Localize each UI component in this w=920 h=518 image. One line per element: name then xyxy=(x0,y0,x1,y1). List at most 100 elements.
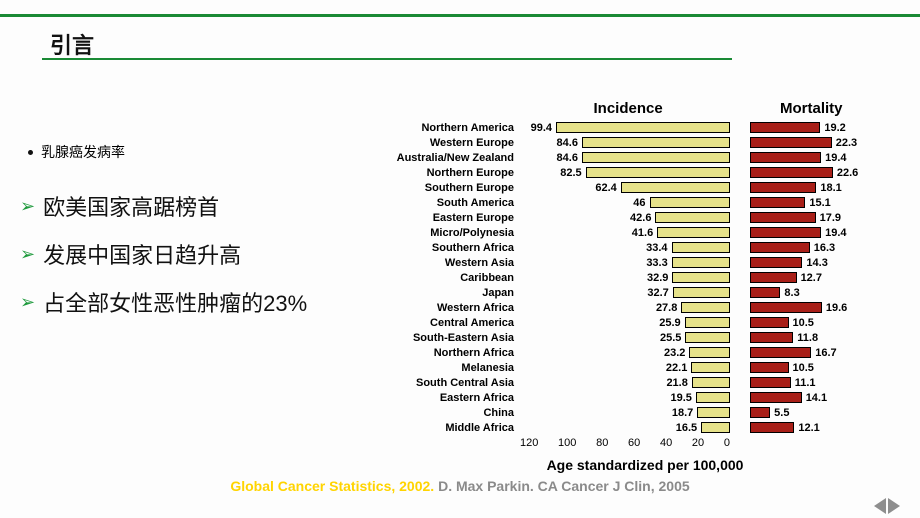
incidence-value: 25.5 xyxy=(660,332,681,344)
incidence-value: 84.6 xyxy=(557,152,578,164)
mortality-value: 8.3 xyxy=(784,287,799,299)
incidence-bar xyxy=(655,212,730,223)
chart-row-label: Eastern Europe xyxy=(380,212,520,224)
chart-row-label: Western Asia xyxy=(380,257,520,269)
incidence-value: 19.5 xyxy=(670,392,691,404)
chevron-right-icon: ➢ xyxy=(20,292,35,313)
axis-tick: 20 xyxy=(692,437,704,449)
intro-bullet-text: 乳腺癌发病率 xyxy=(41,142,125,162)
incidence-value: 16.5 xyxy=(676,422,697,434)
chart-row: Japan32.78.3 xyxy=(380,285,910,300)
incidence-bar xyxy=(672,272,730,283)
mortality-value: 17.9 xyxy=(820,212,841,224)
incidence-bar xyxy=(621,182,730,193)
axis-tick: 120 xyxy=(520,437,538,449)
mortality-bar xyxy=(750,272,797,283)
axis-tick: 60 xyxy=(628,437,640,449)
mortality-value: 12.1 xyxy=(798,422,819,434)
chart-row: Western Europe 84.6 22.3 xyxy=(380,135,910,150)
incidence-value: 21.8 xyxy=(666,377,687,389)
incidence-value: 99.4 xyxy=(531,122,552,134)
mortality-value: 10.5 xyxy=(793,317,814,329)
chart-row-label: Northern Africa xyxy=(380,347,520,359)
incidence-bar xyxy=(672,257,730,268)
chart-row-label: Australia/New Zealand xyxy=(380,152,520,164)
incidence-bar xyxy=(692,377,730,388)
chart-row: Northern Europe82.522.6 xyxy=(380,165,910,180)
incidence-bar xyxy=(582,137,730,148)
chart-row-label: South Central Asia xyxy=(380,377,520,389)
nav-arrows xyxy=(874,498,900,514)
mortality-value: 19.2 xyxy=(824,122,845,134)
mortality-value: 19.6 xyxy=(826,302,847,314)
chart-row: Southern Europe62.418.1 xyxy=(380,180,910,195)
mortality-bar xyxy=(750,302,822,313)
main-bullet: ➢ 发展中国家日趋升高 xyxy=(20,238,241,270)
chart-row-label: Western Europe xyxy=(380,137,520,149)
intro-bullet: 乳腺癌发病率 xyxy=(28,142,125,162)
axis-tick: 100 xyxy=(558,437,576,449)
mortality-bar xyxy=(750,122,820,133)
mortality-value: 22.3 xyxy=(836,137,857,149)
incidence-value: 33.4 xyxy=(646,242,667,254)
chart-row-label: China xyxy=(380,407,520,419)
incidence-bar xyxy=(697,407,730,418)
chart-row: Central America25.910.5 xyxy=(380,315,910,330)
incidence-bar xyxy=(696,392,730,403)
incidence-bar xyxy=(657,227,730,238)
incidence-value: 41.6 xyxy=(632,227,653,239)
mortality-bar xyxy=(750,317,789,328)
mortality-value: 19.4 xyxy=(825,227,846,239)
chart-row-label: Eastern Africa xyxy=(380,392,520,404)
incidence-bar xyxy=(556,122,730,133)
chart-row: South Central Asia 21.8 11.1 xyxy=(380,375,910,390)
incidence-value: 82.5 xyxy=(560,167,581,179)
main-bullet: ➢欧美国家高踞榜首 xyxy=(20,190,219,222)
nav-prev-icon[interactable] xyxy=(874,498,886,514)
mortality-value: 14.3 xyxy=(806,257,827,269)
incidence-bar xyxy=(689,347,730,358)
mortality-bar xyxy=(750,167,833,178)
incidence-value: 32.9 xyxy=(647,272,668,284)
mortality-value: 10.5 xyxy=(793,362,814,374)
chart-axis-label: Age standardized per 100,000 xyxy=(380,457,910,473)
incidence-bar xyxy=(672,242,730,253)
chart-row-label: Northern Europe xyxy=(380,167,520,179)
axis-tick: 40 xyxy=(660,437,672,449)
axis-tick: 80 xyxy=(596,437,608,449)
mortality-value: 16.7 xyxy=(815,347,836,359)
chart-header-mortality: Mortality xyxy=(780,100,843,117)
title-underline xyxy=(42,58,732,60)
axis-tick: 0 xyxy=(724,437,730,449)
mortality-value: 14.1 xyxy=(806,392,827,404)
nav-next-icon[interactable] xyxy=(888,498,900,514)
mortality-bar xyxy=(750,137,832,148)
incidence-bar xyxy=(673,287,730,298)
incidence-value: 33.3 xyxy=(646,257,667,269)
chart-row: Southern Africa33.416.3 xyxy=(380,240,910,255)
incidence-bar xyxy=(681,302,730,313)
bullet-text: 发展中国家日趋升高 xyxy=(43,238,241,270)
chart-row-label: Northern America xyxy=(380,122,520,134)
mortality-value: 11.8 xyxy=(797,332,818,344)
chevron-right-icon: ➢ xyxy=(20,244,35,265)
incidence-bar xyxy=(582,152,730,163)
chart-rows: Northern America 99.4 19.2 Western Europe 84… xyxy=(380,120,910,435)
chart-row: Melanesia22.110.5 xyxy=(380,360,910,375)
incidence-value: 23.2 xyxy=(664,347,685,359)
mortality-bar xyxy=(750,242,810,253)
incidence-value: 84.6 xyxy=(557,137,578,149)
chart-row-label: South America xyxy=(380,197,520,209)
mortality-value: 15.1 xyxy=(809,197,830,209)
citation-part1: Global Cancer Statistics, 2002. xyxy=(230,478,434,494)
incidence-value: 22.1 xyxy=(666,362,687,374)
incidence-value: 27.8 xyxy=(656,302,677,314)
chart-row: Middle Africa16.512.1 xyxy=(380,420,910,435)
mortality-value: 11.1 xyxy=(795,377,816,389)
mortality-bar xyxy=(750,182,816,193)
chart-row: Western Asia 33.3 14.3 xyxy=(380,255,910,270)
mortality-bar xyxy=(750,287,780,298)
slide-title: 引言 xyxy=(50,28,94,60)
mortality-bar xyxy=(750,422,794,433)
mortality-bar xyxy=(750,347,811,358)
